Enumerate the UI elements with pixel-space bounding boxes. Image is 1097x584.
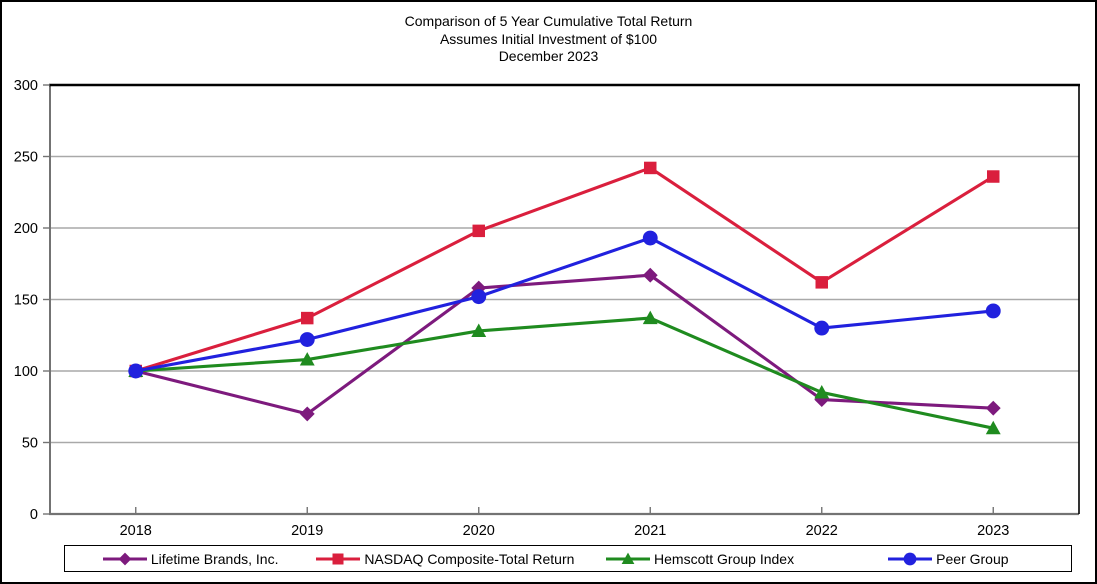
legend-label: Peer Group [936,550,1009,567]
marker-hemscott-group-index-2019 [299,352,315,366]
series-line-peer-group [134,236,995,373]
x-tick-label: 2022 [806,523,838,539]
marker-peer-group-2023 [985,303,1001,319]
y-tick-label: 300 [14,78,38,94]
marker-peer-group-2018 [128,363,144,379]
chart-date-label: December 2023 [498,48,599,64]
marker-peer-group-2019 [299,332,315,347]
marker-hemscott-group-index-2021 [642,310,658,325]
marker-nasdaq-composite-total-return-2020 [472,224,485,238]
marker-nasdaq-composite-total-return-2022 [815,276,828,289]
legend-item-peer-group: Peer Group [823,551,1071,567]
marker-hemscott-group-index-2023 [985,420,1001,435]
x-tick-label: 2023 [977,523,1009,539]
series-lifetime-brands-inc [128,267,1001,422]
chart-title-block: Comparison of 5 Year Cumulative Total Re… [2,13,1095,66]
circle-marker-icon [888,552,933,565]
x-tick-label: 2018 [120,523,152,539]
legend-item-nasdaq-composite-total-return: NASDAQ Composite-Total Return [313,551,574,567]
marker-nasdaq-composite-total-return-2023 [987,170,1000,183]
marker-peer-group-2020 [471,289,487,305]
series-hemscott-group-index [128,310,1001,435]
legend-item-hemscott-group-index: Hemscott Group Index [574,551,822,567]
y-tick-label: 50 [22,436,38,452]
chart-subtitle: Assumes Initial Investment of $100 [439,30,658,47]
marker-peer-group-2022 [814,320,830,336]
marker-nasdaq-composite-total-return-2021 [644,161,657,175]
legend-marker [621,552,635,564]
legend-label: Hemscott Group Index [654,550,795,567]
marker-hemscott-group-index-2022 [814,385,830,399]
marker-lifetime-brands-inc-2019 [299,406,315,422]
x-tick-label: 2020 [463,523,495,539]
marker-peer-group-2021 [642,230,658,246]
marker-lifetime-brands-inc-2021 [642,267,658,283]
y-tick-label: 100 [14,364,38,380]
triangle-marker-icon [606,552,651,564]
x-tick-label: 2021 [634,523,666,539]
legend-marker [118,552,132,565]
y-tick-label: 250 [14,150,38,166]
marker-hemscott-group-index-2020 [471,323,487,337]
x-tick-label: 2019 [291,523,323,539]
series-line-nasdaq-composite-total-return [134,166,995,373]
series-line-hemscott-group-index [134,316,995,430]
marker-nasdaq-composite-total-return-2019 [301,311,314,325]
series-nasdaq-composite-total-return [129,161,1000,378]
legend-label: Lifetime Brands, Inc. [150,550,279,567]
legend-marker [903,552,917,565]
series-line-lifetime-brands-inc [134,273,995,416]
legend-item-lifetime-brands-inc: Lifetime Brands, Inc. [65,551,313,567]
y-tick-label: 200 [14,221,38,237]
legend-label: NASDAQ Composite-Total Return [364,550,575,567]
chart-title: Comparison of 5 Year Cumulative Total Re… [404,13,693,29]
marker-lifetime-brands-inc-2023 [985,400,1001,416]
legend: Lifetime Brands, Inc. NASDAQ Composite-To… [64,545,1072,572]
diamond-marker-icon [102,552,147,565]
y-tick-label: 0 [30,507,38,523]
square-marker-icon [316,553,361,564]
legend-marker [332,553,344,564]
series-peer-group [128,230,1001,379]
y-tick-label: 150 [14,293,38,309]
